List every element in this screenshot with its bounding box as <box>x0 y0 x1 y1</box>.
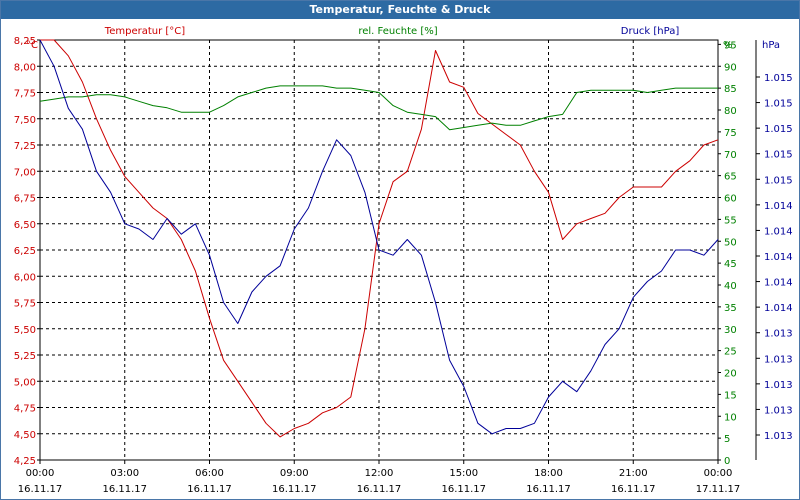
middle-tick-label: 80 <box>724 106 737 117</box>
left-tick-label: 5,25 <box>14 351 36 362</box>
middle-axis-ticks: 0 5 10 15 20 25 30 35 40 45 50 55 60 65 70 75 80 85 90 95 <box>718 40 737 467</box>
x-axis-ticks: 00:00 16.11.17 03:00 16.11.17 06:00 16.11.17 0… <box>18 460 741 495</box>
right-tick-label: 1.014 <box>764 252 793 263</box>
left-tick-label: 7,00 <box>14 167 36 178</box>
right-tick-label: 1.014 <box>764 226 793 237</box>
right-tick-label: 1.015 <box>764 175 793 186</box>
x-tick-time: 12:00 <box>365 468 394 479</box>
right-tick-label: 1.013 <box>764 380 793 391</box>
right-axis-ticks: 1.013 1.013 1.013 1.013 1.013 1.014 1.014 1.014… <box>756 73 793 442</box>
x-tick-time: 00:00 <box>26 468 55 479</box>
middle-tick-label: 40 <box>724 281 737 292</box>
middle-tick-label: 20 <box>724 369 737 380</box>
axis-unit-middle: % <box>723 40 733 51</box>
legend-temperature: Temperatur [°C] <box>104 26 185 37</box>
right-tick-label: 1.015 <box>764 150 793 161</box>
left-tick-label: 6,50 <box>14 220 36 231</box>
series-line-humidity <box>39 85 718 131</box>
middle-tick-label: 30 <box>724 325 737 336</box>
middle-tick-label: 50 <box>724 237 737 248</box>
x-tick-date: 16.11.17 <box>611 484 656 495</box>
left-tick-label: 5,50 <box>14 325 36 336</box>
right-tick-label: 1.015 <box>764 124 793 135</box>
right-tick-label: 1.013 <box>764 329 793 340</box>
axis-unit-right: hPa <box>762 40 780 51</box>
x-tick-date: 16.11.17 <box>526 484 571 495</box>
left-tick-label: 6,75 <box>14 194 36 205</box>
x-tick-date: 16.11.17 <box>357 484 402 495</box>
middle-tick-label: 95 <box>724 40 737 51</box>
x-tick-time: 03:00 <box>110 468 139 479</box>
middle-tick-label: 5 <box>724 434 730 445</box>
middle-tick-label: 70 <box>724 150 737 161</box>
x-tick-time: 18:00 <box>534 468 563 479</box>
right-tick-label: 1.013 <box>764 354 793 365</box>
middle-tick-label: 35 <box>724 303 737 314</box>
middle-tick-label: 10 <box>724 412 737 423</box>
x-tick-date: 16.11.17 <box>272 484 317 495</box>
left-axis-ticks: 4,25 4,50 4,75 5,00 5,25 5,50 5,75 6,00 6,25 6,50… <box>14 36 40 467</box>
left-tick-label: 4,50 <box>14 430 36 441</box>
middle-tick-label: 25 <box>724 347 737 358</box>
right-tick-label: 1.014 <box>764 278 793 289</box>
x-tick-date: 16.11.17 <box>102 484 147 495</box>
x-tick-date: 16.11.17 <box>187 484 232 495</box>
left-tick-label: 7,25 <box>14 141 36 152</box>
x-tick-time: 09:00 <box>280 468 309 479</box>
left-tick-label: 4,25 <box>14 456 36 467</box>
series-layer <box>39 39 719 438</box>
axis-unit-left: °C <box>26 40 38 51</box>
right-tick-label: 1.015 <box>764 73 793 84</box>
x-tick-time: 06:00 <box>195 468 224 479</box>
x-tick-date: 17.11.17 <box>696 484 741 495</box>
middle-tick-label: 45 <box>724 259 737 270</box>
legend-humidity: rel. Feuchte [%] <box>358 26 437 37</box>
series-line-pressure <box>39 39 719 435</box>
middle-tick-label: 60 <box>724 194 737 205</box>
right-tick-label: 1.013 <box>764 405 793 416</box>
left-tick-label: 5,00 <box>14 377 36 388</box>
right-tick-label: 1.014 <box>764 201 793 212</box>
left-tick-label: 4,75 <box>14 404 36 415</box>
left-tick-label: 5,75 <box>14 299 36 310</box>
middle-tick-label: 65 <box>724 172 737 183</box>
left-tick-label: 6,00 <box>14 272 36 283</box>
x-tick-date: 16.11.17 <box>18 484 63 495</box>
right-tick-label: 1.014 <box>764 303 793 314</box>
left-tick-label: 6,25 <box>14 246 36 257</box>
left-tick-label: 7,75 <box>14 89 36 100</box>
middle-tick-label: 15 <box>724 390 737 401</box>
x-tick-time: 00:00 <box>704 468 733 479</box>
x-tick-date: 16.11.17 <box>441 484 486 495</box>
left-tick-label: 8,00 <box>14 62 36 73</box>
right-tick-label: 1.015 <box>764 99 793 110</box>
x-tick-time: 15:00 <box>449 468 478 479</box>
right-tick-label: 1.013 <box>764 431 793 442</box>
middle-tick-label: 75 <box>724 128 737 139</box>
series-line-temperature <box>40 39 719 438</box>
chart-title: Temperatur, Feuchte & Druck <box>1 1 799 19</box>
middle-tick-label: 0 <box>724 456 730 467</box>
left-tick-label: 7,50 <box>14 115 36 126</box>
x-tick-time: 21:00 <box>619 468 648 479</box>
middle-tick-label: 85 <box>724 84 737 95</box>
legend-pressure: Druck [hPa] <box>621 26 680 37</box>
middle-tick-label: 90 <box>724 62 737 73</box>
middle-tick-label: 55 <box>724 215 737 226</box>
left-tick-label: 8,25 <box>14 36 36 47</box>
